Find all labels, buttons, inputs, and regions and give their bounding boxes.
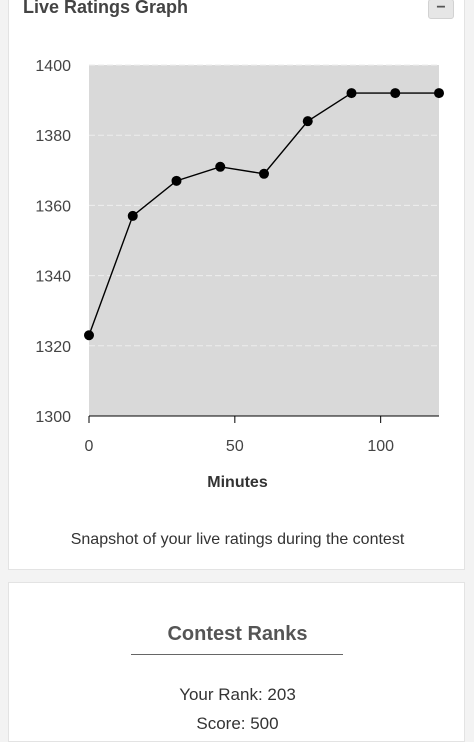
- your-rank-text: Your Rank: 203: [179, 685, 296, 704]
- x-tick-label: 100: [367, 438, 394, 455]
- panel-title: Live Ratings Graph: [23, 0, 189, 17]
- live-ratings-panel: Live Ratings Graph − 1300 1320 1340 1360 138…: [8, 0, 465, 570]
- y-tick-label: 1320: [35, 339, 71, 356]
- data-point: [302, 116, 313, 127]
- y-tick-label: 1300: [35, 409, 71, 426]
- chart-caption: Snapshot of your live ratings during the…: [70, 531, 405, 548]
- data-point: [127, 210, 138, 221]
- ranks-title: Contest Ranks: [167, 623, 308, 645]
- data-point: [346, 88, 357, 99]
- contest-ranks-panel: Contest Ranks Your Rank: 203 Score: 500: [8, 582, 465, 742]
- y-tick-label: 1400: [35, 58, 71, 75]
- y-tick-label: 1380: [35, 128, 71, 145]
- plot-area: [89, 65, 439, 416]
- y-tick-label: 1360: [35, 198, 71, 215]
- ratings-chart: 1300 1320 1340 1360 1380 1400 0 50 100: [35, 58, 444, 455]
- title-divider: [131, 654, 343, 655]
- data-point: [390, 88, 401, 99]
- y-tick-label: 1340: [35, 269, 71, 286]
- collapse-button[interactable]: −: [428, 0, 454, 19]
- data-point: [259, 168, 269, 179]
- x-tick-label: 0: [85, 438, 94, 455]
- data-point: [171, 175, 182, 186]
- data-point: [84, 330, 94, 341]
- x-tick-label: 50: [226, 438, 244, 455]
- data-point: [434, 88, 444, 99]
- x-axis-title: Minutes: [207, 474, 268, 491]
- score-text: Score: 500: [196, 714, 279, 733]
- data-point: [215, 161, 226, 172]
